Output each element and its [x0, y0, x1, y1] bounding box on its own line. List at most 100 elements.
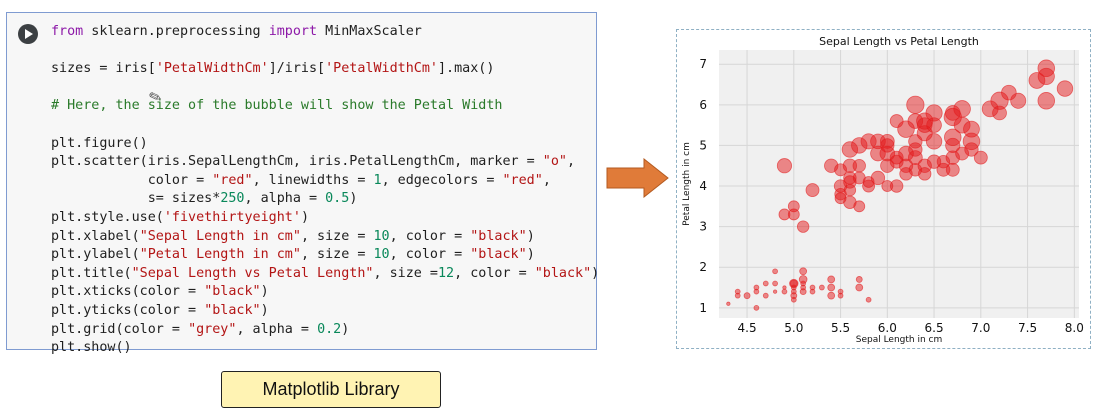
code-token: "black": [534, 265, 592, 281]
code-line: plt.scatter(iris.SepalLengthCm, iris.Pet…: [51, 153, 594, 172]
code-token: 12: [437, 265, 455, 281]
code-token: plt.xlabel(: [51, 228, 140, 244]
code-line: sizes = iris['PetalWidthCm']/iris['Petal…: [51, 60, 594, 79]
scatter-point: [962, 132, 981, 151]
code-line: plt.grid(color = "grey", alpha = 0.2): [51, 321, 594, 340]
right-arrow-icon: [606, 158, 669, 198]
code-token: ): [341, 321, 350, 337]
code-token: 'fivethirtyeight': [163, 209, 301, 225]
scatter-point: [837, 292, 844, 299]
code-token: 10: [373, 228, 390, 244]
plot-output: 4.5 5.0 5.5 6.0 6.5 7.0 7.5 8.0 1 2 3 4 5 6 7 Sepal Len…: [676, 29, 1091, 349]
code-token: 0.5: [325, 191, 350, 207]
code-line: [51, 42, 594, 61]
y-tick-label: 1: [699, 301, 707, 315]
scatter-point: [753, 284, 760, 291]
code-token: ): [526, 247, 535, 263]
code-token: , alpha =: [236, 321, 318, 337]
scatter-point: [772, 268, 778, 275]
code-line: plt.yticks(color = "black"): [51, 302, 594, 321]
code-token: import: [268, 24, 318, 39]
code-token: , size =: [300, 247, 374, 263]
x-tick-label: 7.5: [1018, 321, 1037, 335]
scatter-point: [862, 179, 876, 193]
code-token: "red": [212, 172, 253, 188]
code-token: 'PetalWidthCm': [325, 61, 438, 77]
code-token: , color =: [454, 265, 535, 281]
code-token: , edgecolors =: [381, 172, 503, 188]
code-token: ): [260, 284, 269, 300]
scatter-point: [782, 285, 787, 290]
code-token: 'PetalWidthCm': [155, 61, 269, 77]
code-token: sizes = iris[: [51, 61, 156, 77]
code-token: "black": [204, 302, 261, 318]
code-token: plt.scatter(iris.SepalLengthCm, iris.Pet…: [51, 154, 543, 170]
code-token: ,: [566, 154, 576, 170]
code-token: plt.figure(): [51, 135, 148, 151]
code-token: color =: [51, 172, 213, 188]
scatter-point: [827, 275, 836, 284]
y-tick-label: 3: [699, 220, 707, 234]
scatter-chart: 4.5 5.0 5.5 6.0 6.5 7.0 7.5 8.0 1 2 3 4 5 6 7 Sepal Len…: [682, 35, 1084, 345]
code-token: MinMaxScaler: [317, 24, 422, 39]
code-token: plt.yticks(color =: [51, 302, 205, 318]
scatter-point: [944, 128, 962, 147]
code-token: , size =: [300, 228, 374, 244]
scatter-point: [818, 284, 825, 291]
scatter-point: [827, 291, 836, 300]
x-tick-label: 6.0: [878, 321, 897, 335]
code-token: plt.style.use(: [51, 209, 164, 225]
code-line: [51, 79, 594, 98]
code-token: 10: [373, 247, 390, 263]
code-token: "grey": [188, 321, 237, 337]
x-tick-label: 4.5: [738, 321, 757, 335]
code-token: plt.xticks(color =: [51, 284, 205, 300]
scatter-point: [925, 133, 943, 150]
scatter-point: [889, 179, 904, 193]
code-line: plt.style.use('fivethirtyeight'): [51, 209, 594, 228]
code-token: sklearn.preprocessing: [83, 24, 269, 39]
scatter-point: [855, 283, 864, 292]
scatter-point: [973, 150, 988, 165]
code-token: ): [349, 191, 358, 207]
y-tick-label: 6: [699, 98, 707, 112]
scatter-point: [789, 279, 798, 288]
scatter-point: [762, 280, 769, 287]
code-token: 1: [373, 172, 382, 188]
code-token: plt.ylabel(: [51, 247, 140, 263]
code-token: , size =: [373, 265, 438, 281]
code-line: plt.xticks(color = "black"): [51, 283, 594, 302]
x-tick-label: 5.5: [831, 321, 850, 335]
scatter-point: [906, 95, 925, 114]
code-token: plt.title(: [51, 265, 132, 281]
code-cell[interactable]: from sklearn.preprocessing import MinMax…: [6, 12, 599, 355]
scatter-point: [805, 183, 820, 198]
y-tick-label: 2: [699, 260, 707, 274]
code-token: "Sepal Length in cm": [139, 228, 301, 244]
scatter-point: [799, 267, 808, 276]
scatter-point: [743, 292, 751, 300]
code-token: plt.show(): [51, 340, 132, 356]
scatter-point: [772, 289, 778, 294]
chart-title: Sepal Length vs Petal Length: [819, 35, 979, 48]
scatter-point: [1037, 59, 1056, 78]
library-label-text: Matplotlib Library: [262, 379, 400, 399]
code-token: 0.2: [317, 321, 342, 337]
code-token: "black": [204, 284, 261, 300]
scatter-point: [796, 220, 810, 233]
code-editor[interactable]: from sklearn.preprocessing import MinMax…: [51, 23, 599, 358]
run-cell-button[interactable]: [18, 24, 38, 44]
scatter-point: [918, 167, 932, 181]
scatter-point: [753, 304, 760, 311]
y-axis-label: Petal Length in cm: [682, 142, 692, 226]
code-token: 250: [220, 191, 245, 207]
scatter-point: [1056, 80, 1074, 97]
code-token: "Sepal Length vs Petal Length": [131, 265, 374, 281]
code-line: [51, 116, 594, 135]
scatter-point: [945, 162, 960, 177]
code-token: plt.grid(color =: [51, 321, 189, 337]
y-tick-label: 5: [699, 138, 707, 152]
code-token: ]/iris[: [268, 61, 326, 77]
scatter-point: [908, 142, 923, 157]
code-token: ): [591, 265, 600, 281]
